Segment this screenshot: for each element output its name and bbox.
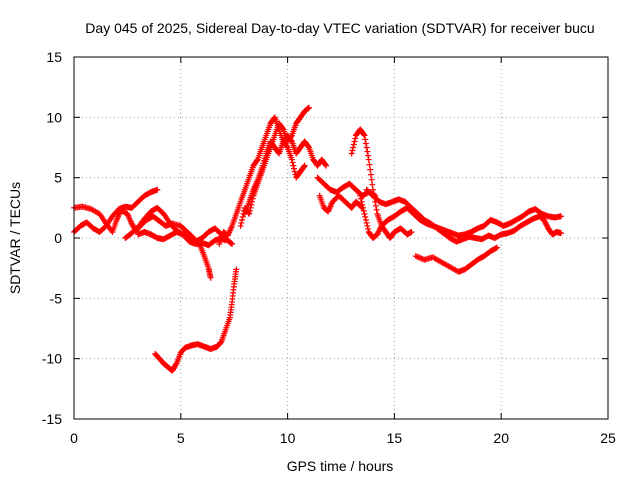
data-point-marker [408, 228, 415, 235]
y-tick-label: -15 [42, 411, 62, 427]
x-tick-label: 20 [493, 430, 509, 446]
data-point-marker [361, 210, 368, 217]
data-point-marker [291, 165, 298, 172]
data-point-marker [367, 171, 374, 178]
data-point-marker [289, 159, 296, 166]
data-point-marker [348, 150, 355, 157]
data-point-marker [229, 241, 236, 248]
data-point-marker [359, 201, 366, 208]
y-tick-label: -5 [50, 290, 63, 306]
data-point-marker [301, 162, 308, 169]
x-axis-title: GPS time / hours [287, 458, 394, 474]
data-point-marker [358, 198, 365, 205]
data-point-marker [350, 141, 357, 148]
data-point-marker [300, 163, 307, 170]
y-tick-label: 15 [46, 49, 62, 65]
data-point-marker [352, 135, 359, 142]
data-point-marker [283, 143, 290, 150]
data-point-marker [360, 131, 367, 138]
data-point-marker [350, 144, 357, 151]
data-point-marker [373, 206, 380, 213]
x-tick-label: 10 [280, 430, 296, 446]
data-point-marker [207, 274, 214, 281]
data-point-marker [322, 161, 329, 168]
chart-title: Day 045 of 2025, Sidereal Day-to-day VTE… [85, 20, 594, 36]
x-tick-label: 25 [600, 430, 616, 446]
series-arc-n [412, 244, 500, 275]
data-point-marker [357, 192, 364, 199]
axes: 0 5 10 15 20 25 -15 -10 -5 0 5 10 15 [42, 49, 616, 446]
data-point-marker [363, 144, 370, 151]
y-tick-label: 5 [54, 170, 62, 186]
data-point-marker [367, 166, 374, 173]
data-point-marker [305, 104, 312, 111]
data-point-marker [351, 138, 358, 145]
data-point-marker [305, 105, 312, 112]
data-point-marker [357, 195, 364, 202]
data-point-marker [279, 125, 286, 132]
data-point-marker [362, 216, 369, 223]
data-point-marker [558, 230, 565, 237]
data-point-marker [369, 181, 376, 188]
data-point-marker [360, 207, 367, 214]
series-arc-e [152, 266, 240, 374]
series-arc-i [314, 174, 379, 199]
data-point-marker [364, 148, 371, 155]
data-point-marker [372, 202, 379, 209]
data-point-marker [362, 140, 369, 147]
data-point-marker [305, 143, 312, 150]
data-point-marker [366, 161, 373, 168]
data-point-marker [154, 186, 161, 193]
y-tick-label: -10 [42, 351, 62, 367]
x-tick-label: 5 [177, 430, 185, 446]
data-point-marker [239, 213, 246, 220]
data-point-marker [362, 213, 369, 220]
x-tick-label: 0 [70, 430, 78, 446]
data-point-marker [237, 222, 244, 229]
data-point-marker [365, 156, 372, 163]
x-tick-label: 15 [387, 430, 403, 446]
series-arc-j [316, 192, 366, 215]
data-point-marker [248, 201, 255, 208]
data-point-marker [365, 225, 372, 232]
data-point-marker [493, 244, 500, 251]
data-point-marker [291, 168, 298, 175]
series-arc-b [71, 186, 161, 235]
data-point-marker [253, 157, 260, 164]
data-point-marker [246, 207, 253, 214]
series-arc-d [135, 228, 229, 249]
data-point-marker [290, 162, 297, 169]
data-point-marker [323, 162, 330, 169]
data-point-marker [370, 186, 377, 193]
data-point-marker [239, 216, 246, 223]
data-point-marker [360, 204, 367, 211]
data-point-marker [364, 222, 371, 229]
data-point-marker [238, 219, 245, 226]
series-arc-m [363, 186, 565, 245]
data-point-marker [361, 132, 368, 139]
data-point-marker [558, 213, 565, 220]
data-point-marker [228, 240, 235, 247]
data-point-marker [362, 136, 369, 143]
data-point-marker [233, 266, 240, 273]
data-point-marker [368, 176, 375, 183]
data-point-marker [288, 133, 295, 140]
data-point-marker [288, 156, 295, 163]
data-point-marker [172, 361, 179, 368]
data-point-marker [363, 219, 370, 226]
data-point-marker [349, 147, 356, 154]
y-axis-title: SDTVAR / TECUs [7, 182, 23, 294]
y-tick-label: 10 [46, 109, 62, 125]
series-arc-h [241, 138, 308, 217]
series-arc-f [216, 114, 330, 248]
data-point-marker [492, 245, 499, 252]
y-tick-label: 0 [54, 230, 62, 246]
data-point-marker [365, 152, 372, 159]
data-points [71, 104, 565, 374]
